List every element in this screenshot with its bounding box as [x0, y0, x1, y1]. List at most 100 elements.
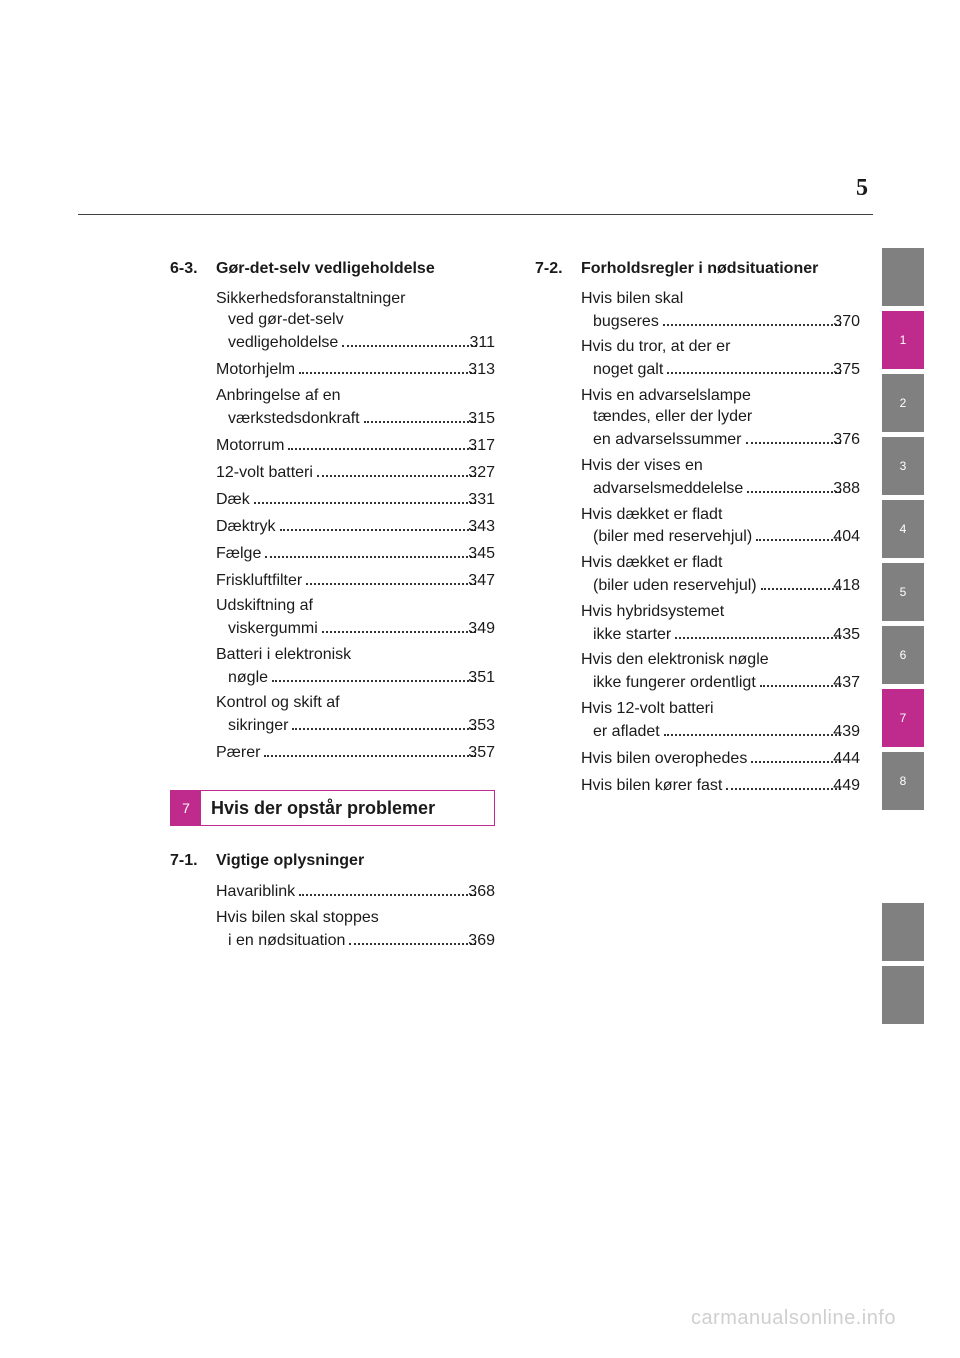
toc-entry-page: 315 — [480, 408, 495, 430]
toc-entry-line: ikke fungerer ordentligt437 — [593, 671, 860, 694]
toc-entries: Hvis bilen skalbugseres370Hvis du tror, … — [535, 288, 860, 797]
toc-entry[interactable]: Pærer357 — [170, 741, 495, 764]
toc-entry-label: Udskiftning af — [228, 595, 313, 617]
toc-entry[interactable]: Hvis dækket er fladt(biler uden reserveh… — [535, 552, 860, 597]
toc-entry[interactable]: Hvis hybridsystemetikke starter435 — [535, 601, 860, 646]
toc-entry-line: Motorhjelm313 — [228, 358, 495, 381]
toc-entry[interactable]: Hvis bilen skal stoppesi en nødsituation… — [170, 907, 495, 952]
side-tab-label: 5 — [900, 585, 907, 599]
left-column: 6-3. Gør-det-selv vedligeholdelse Sikker… — [170, 258, 495, 956]
toc-entry-label: nøgle — [240, 667, 268, 689]
section-heading: 7-2. Forholdsregler i nødsituationer — [535, 258, 860, 280]
toc-entry-label: Anbringelse af en — [228, 385, 341, 407]
toc-entry-label: (biler uden reservehjul) — [605, 575, 757, 597]
toc-entry-label: Dæk — [228, 489, 250, 511]
toc-entry-label: viskergummi — [240, 618, 318, 640]
toc-entry-line: ved gør-det-selv — [228, 309, 495, 331]
toc-entry-label: Pærer — [228, 742, 260, 764]
dot-leader — [264, 741, 476, 757]
toc-entry-line: Hvis dækket er fladt — [593, 504, 860, 526]
dot-leader — [726, 773, 841, 789]
section-heading: 6-3. Gør-det-selv vedligeholdelse — [170, 258, 495, 280]
dot-leader — [364, 406, 477, 422]
toc-entry-line: Friskluftfilter347 — [228, 568, 495, 591]
toc-entry-page: 404 — [845, 526, 860, 548]
toc-entry[interactable]: Dæk331 — [170, 487, 495, 510]
side-tab-label: 8 — [900, 774, 907, 788]
toc-entry[interactable]: Motorrum317 — [170, 433, 495, 456]
dot-leader — [280, 514, 477, 530]
side-tab-2[interactable]: 2 — [882, 374, 924, 432]
toc-entry[interactable]: Hvis en advarselslampetændes, eller der … — [535, 385, 860, 451]
toc-entry[interactable]: Hvis bilen kører fast449 — [535, 773, 860, 796]
toc-entry-page: 369 — [480, 930, 495, 952]
toc-entry-label: i en nødsituation — [240, 930, 345, 952]
toc-entry-page: 376 — [845, 429, 860, 451]
toc-entry[interactable]: Batteri i elektronisknøgle351 — [170, 644, 495, 689]
side-tabs-bottom — [882, 903, 924, 1024]
toc-entry-label: (biler med reservehjul) — [605, 526, 752, 548]
toc-entry-label: værkstedsdonkraft — [240, 408, 360, 430]
toc-entry-line: (biler med reservehjul) 404 — [593, 525, 860, 548]
dot-leader — [760, 671, 842, 687]
side-tab — [882, 966, 924, 1024]
side-tab-4[interactable]: 4 — [882, 500, 924, 558]
toc-entry[interactable]: Hvis der vises enadvarselsmeddelelse388 — [535, 455, 860, 500]
toc-entry[interactable]: Fælge345 — [170, 541, 495, 564]
toc-entry-label: en advarselssummer — [605, 429, 742, 451]
toc-entry-page: 349 — [480, 618, 495, 640]
toc-entry[interactable]: Hvis bilen skalbugseres370 — [535, 288, 860, 333]
toc-entry-line: advarselsmeddelelse388 — [593, 477, 860, 500]
toc-entry-line: Anbringelse af en — [228, 385, 495, 407]
toc-entry-line: Dæk331 — [228, 487, 495, 510]
toc-entry[interactable]: Hvis bilen overophedes444 — [535, 746, 860, 769]
toc-entry[interactable]: Hvis 12-volt batterier afladet439 — [535, 698, 860, 743]
toc-entry-page: 343 — [480, 516, 495, 538]
toc-entry[interactable]: Motorhjelm313 — [170, 358, 495, 381]
side-tab-7[interactable]: 7 — [882, 689, 924, 747]
toc-entry[interactable]: Kontrol og skift afsikringer353 — [170, 692, 495, 737]
toc-entry-page: 388 — [845, 478, 860, 500]
toc-entry[interactable]: 12-volt batteri327 — [170, 460, 495, 483]
toc-entry-label: Motorrum — [228, 435, 284, 457]
side-tab-3[interactable]: 3 — [882, 437, 924, 495]
dot-leader — [288, 433, 476, 449]
toc-entry[interactable]: Havariblink368 — [170, 880, 495, 903]
side-tab-5[interactable]: 5 — [882, 563, 924, 621]
page-number: 5 — [856, 175, 868, 202]
toc-entry[interactable]: Anbringelse af enværkstedsdonkraft 315 — [170, 385, 495, 430]
toc-entry[interactable]: Dæktryk 343 — [170, 514, 495, 537]
dot-leader — [675, 622, 841, 638]
toc-entry-page: 449 — [845, 775, 860, 797]
toc-entry-label: bugseres — [605, 311, 659, 333]
dot-leader — [746, 428, 842, 444]
side-tab-8[interactable]: 8 — [882, 752, 924, 810]
chapter-box: 7 Hvis der opstår problemer — [170, 790, 495, 827]
toc-entry[interactable]: Udskiftning afviskergummi 349 — [170, 595, 495, 640]
dot-leader — [664, 719, 842, 735]
toc-entry[interactable]: Hvis den elektronisk nøgleikke fungerer … — [535, 649, 860, 694]
content-columns: 6-3. Gør-det-selv vedligeholdelse Sikker… — [170, 258, 860, 956]
toc-entry[interactable]: Hvis dækket er fladt(biler med reservehj… — [535, 504, 860, 549]
toc-entry-page: 353 — [480, 715, 495, 737]
side-tab-6[interactable]: 6 — [882, 626, 924, 684]
toc-entry-label: vedligeholdelse — [240, 332, 338, 354]
section-heading: 7-1. Vigtige oplysninger — [170, 850, 495, 872]
toc-entry-label: Dæktryk — [228, 516, 276, 538]
toc-entry-line: Batteri i elektronisk — [228, 644, 495, 666]
dot-leader — [306, 568, 476, 584]
toc-entry-label: ikke starter — [605, 624, 671, 646]
toc-entry-page: 313 — [480, 359, 495, 381]
toc-entry-label: Hvis bilen skal — [593, 288, 683, 310]
toc-entry[interactable]: Friskluftfilter347 — [170, 568, 495, 591]
dot-leader — [663, 309, 841, 325]
watermark-text: carmanualsonline.info — [691, 1307, 896, 1330]
toc-entry[interactable]: Hvis du tror, at der ernoget galt375 — [535, 336, 860, 381]
toc-entries: Sikkerhedsforanstaltningerved gør-det-se… — [170, 288, 495, 764]
dot-leader — [272, 665, 476, 681]
side-tab-1[interactable]: 1 — [882, 311, 924, 369]
side-tab — [882, 903, 924, 961]
section-number: 6-3. — [170, 258, 216, 280]
toc-entry-line: Hvis en advarselslampe — [593, 385, 860, 407]
toc-entry[interactable]: Sikkerhedsforanstaltningerved gør-det-se… — [170, 288, 495, 354]
